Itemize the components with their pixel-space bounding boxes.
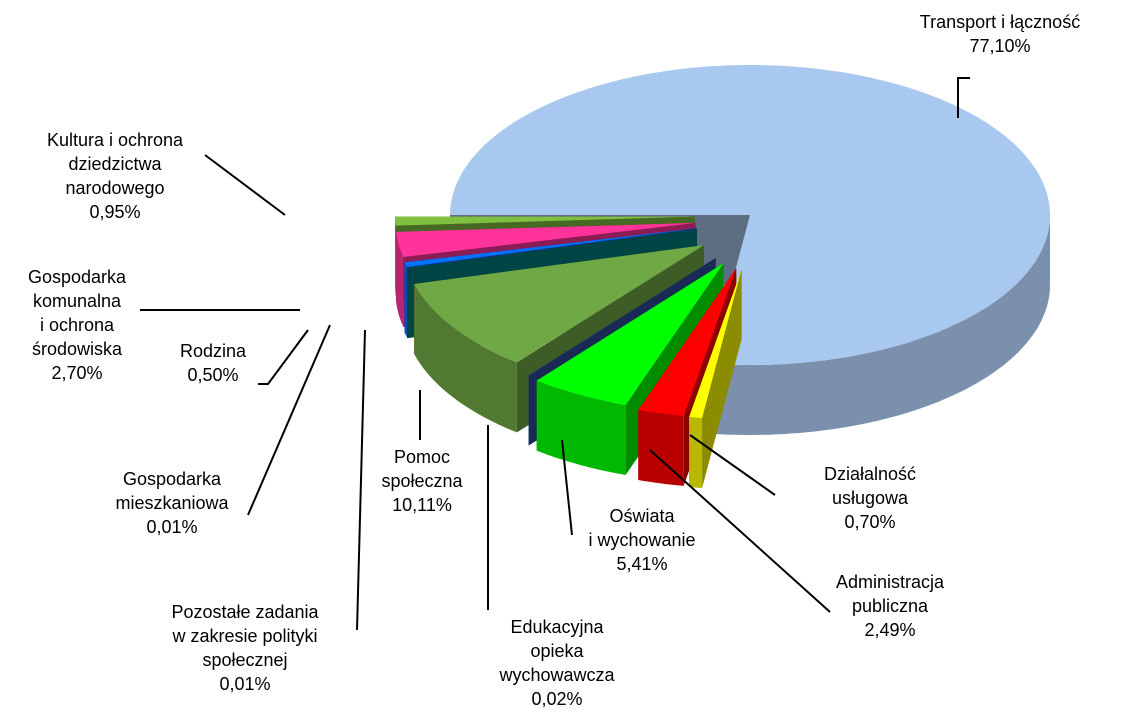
value-label: 2,49% (864, 620, 915, 640)
category-label: Gospodarka mieszkaniowa (115, 469, 229, 513)
slice-wall (414, 284, 517, 433)
category-label: Rodzina (180, 341, 247, 361)
category-label: Gospodarka komunalna i ochrona środowiska (28, 267, 127, 359)
slice (450, 65, 1050, 365)
category-label: Administracja publiczna (836, 572, 945, 616)
value-label: 77,10% (969, 36, 1030, 56)
slice-wall (638, 410, 684, 486)
value-label: 5,41% (616, 554, 667, 574)
leader-line (957, 77, 970, 118)
value-label: 2,70% (51, 363, 102, 383)
slice (407, 229, 697, 268)
category-label: Edukacyjna opieka wychowawcza (498, 617, 615, 685)
slice-wall (536, 380, 626, 475)
leader-line (561, 439, 573, 536)
slice-wall (395, 216, 396, 296)
category-label: Transport i łączność (920, 12, 1080, 32)
value-label: 0,02% (531, 689, 582, 709)
leader-line (689, 434, 776, 496)
slice (689, 269, 742, 488)
slice-side (689, 269, 742, 487)
slice-wall (689, 417, 703, 488)
slice (395, 216, 695, 226)
leader-line (356, 329, 366, 631)
value-label: 0,95% (89, 202, 140, 222)
slice (404, 228, 697, 267)
slice (396, 222, 696, 257)
value-label: 0,50% (187, 365, 238, 385)
slice (689, 269, 742, 418)
value-label: 10,11% (392, 495, 452, 515)
slice (407, 229, 697, 269)
category-label: Oświata i wychowanie (588, 506, 695, 550)
value-label: 0,01% (219, 674, 270, 694)
slice (536, 263, 724, 405)
slice-wall (710, 215, 1050, 435)
category-label: Działalność usługowa (824, 464, 916, 508)
value-label: 0,70% (844, 512, 895, 532)
slice-wall (396, 231, 404, 327)
category-label: Pomoc społeczna (381, 447, 463, 491)
leader-line (204, 154, 286, 216)
leader-line (247, 324, 331, 516)
slice (528, 258, 716, 376)
leader-line (258, 329, 309, 385)
value-label: 0,01% (146, 517, 197, 537)
leader-line (649, 449, 831, 613)
slice (638, 268, 737, 416)
slice-wall (404, 262, 407, 337)
category-label: Pozostałe zadania w zakresie polityki społ… (171, 602, 319, 670)
slice (414, 245, 704, 363)
category-label: Kultura i ochrona dziedzictwa narodowego (47, 130, 184, 198)
